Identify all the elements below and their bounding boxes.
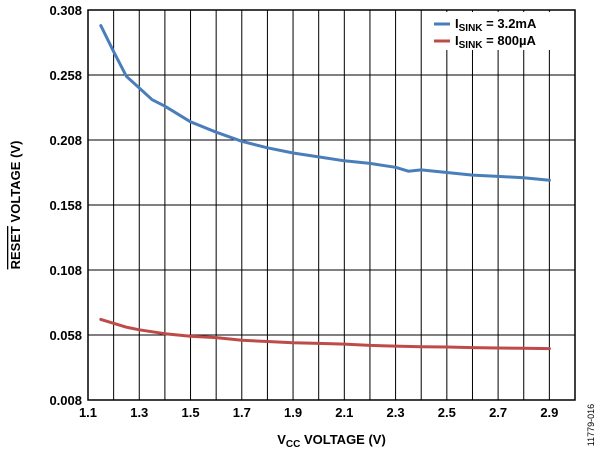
y-axis-label: RESET VOLTAGE (V) [8,141,23,270]
grid [88,10,575,400]
x-tick-label: 2.9 [540,405,558,420]
x-tick-label: 2.3 [387,405,405,420]
legend-label-3p2ma: ISINK = 3.2mA [455,16,537,34]
y-axis-label-rest: VOLTAGE (V) [8,141,23,226]
y-tick-label: 0.208 [49,133,82,148]
y-tick-label: 0.308 [49,3,82,18]
x-tick-label: 2.1 [335,405,353,420]
y-tick-label: 0.108 [49,263,82,278]
y-tick-label: 0.008 [49,393,82,408]
x-tick-label: 1.9 [284,405,302,420]
svg-text:RESET VOLTAGE (V): RESET VOLTAGE (V) [8,141,23,270]
legend-background [430,12,573,50]
y-tick-labels: 0.008 0.058 0.108 0.158 0.208 0.258 0.308 [49,3,82,408]
y-tick-label: 0.258 [49,68,82,83]
legend-label-800ua: ISINK = 800µA [455,33,537,51]
series-line-1 [99,317,551,351]
y-tick-label: 0.058 [49,328,82,343]
x-tick-label: 1.5 [181,405,199,420]
x-tick-label: 2.7 [489,405,507,420]
series-line-0 [99,24,551,182]
legend: ISINK = 3.2mA ISINK = 800µA [430,12,573,51]
x-tick-label: 1.7 [233,405,251,420]
x-axis-label: VCC VOLTAGE (V) [277,432,386,450]
y-axis-label-overline: RESET [8,226,23,269]
series-layer [99,24,551,351]
figure-id: 11779-016 [586,404,596,446]
x-tick-label: 1.1 [79,405,97,420]
y-tick-label: 0.158 [49,198,82,213]
plot-frame [87,9,576,401]
x-tick-label: 1.3 [130,405,148,420]
x-tick-label: 2.5 [438,405,456,420]
x-tick-labels: 1.1 1.3 1.5 1.7 1.9 2.1 2.3 2.5 2.7 2.9 [79,405,558,420]
